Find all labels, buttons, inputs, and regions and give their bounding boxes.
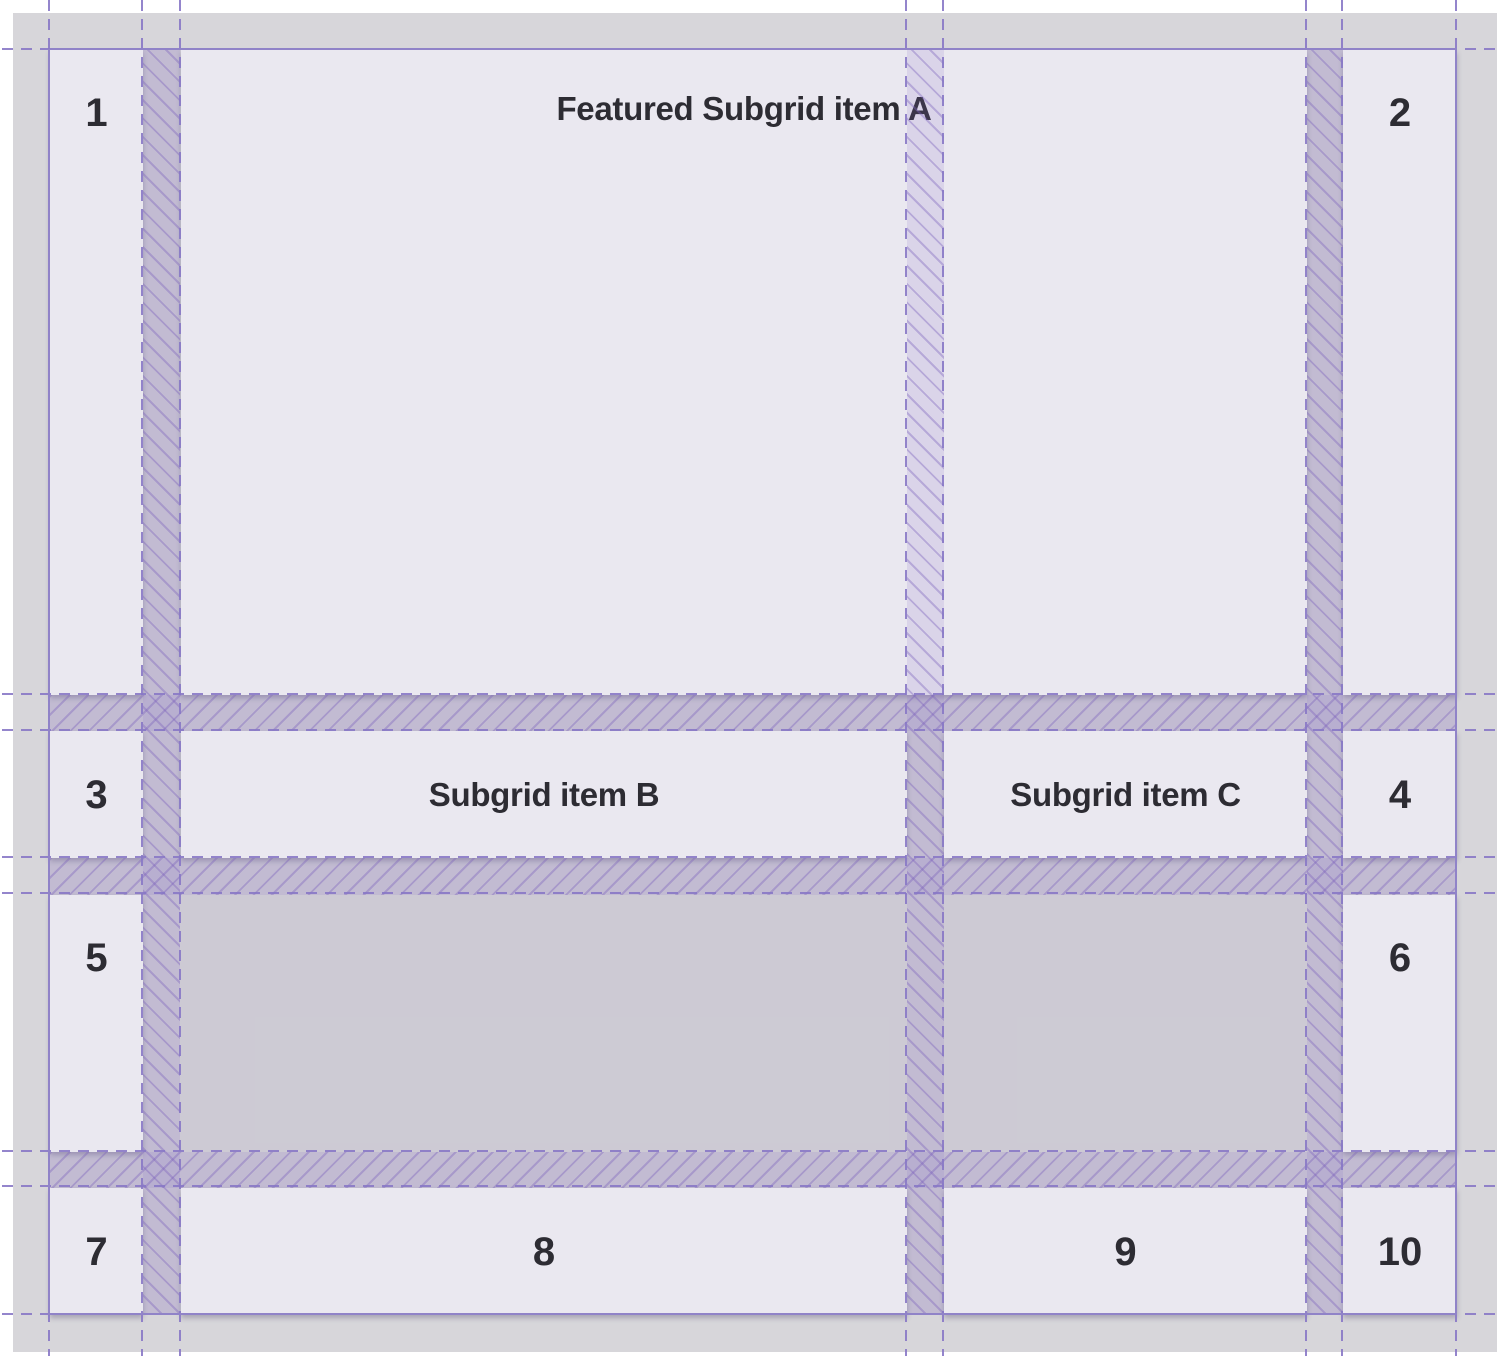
item-label: 8	[532, 1229, 556, 1274]
item-label: 5	[85, 936, 108, 980]
grid-line-dashed-horizontal	[2, 856, 1502, 858]
grid-container-border-top	[50, 48, 1457, 50]
item-label: 1	[85, 91, 108, 135]
grid-item-6: 6	[1343, 895, 1457, 1152]
column-gap-band-1	[143, 50, 180, 1315]
grid-item-5: 5	[50, 895, 143, 1152]
grid-line-dashed-horizontal	[2, 1185, 1502, 1187]
grid-container-border-bottom	[50, 1313, 1457, 1315]
grid-line-dashed-vertical	[905, 0, 907, 1356]
grid-container-border-left	[48, 50, 50, 1315]
grid-line-dashed-horizontal	[2, 1150, 1502, 1152]
item-label: 10	[1377, 1229, 1423, 1274]
grid-item-c: Subgrid item C	[944, 731, 1307, 858]
grid-item-2: 2	[1343, 50, 1457, 695]
grid-item-9: 9	[944, 1188, 1307, 1315]
item-label: 6	[1388, 936, 1412, 980]
grid-item-10: 10	[1343, 1188, 1457, 1315]
grid-line-dashed-horizontal	[2, 729, 1502, 731]
grid-line-dashed-vertical	[179, 0, 181, 1356]
grid-item-3: 3	[50, 731, 143, 858]
grid-item-b: Subgrid item B	[181, 731, 907, 858]
grid-line-dashed-vertical	[1305, 0, 1307, 1356]
grid-item-7: 7	[50, 1188, 143, 1315]
grid-line-dashed-horizontal	[2, 892, 1502, 894]
grid-item-a-featured: Featured Subgrid item A	[181, 50, 1307, 695]
item-label: Subgrid item C	[1010, 775, 1241, 813]
item-label: 2	[1388, 91, 1412, 135]
grid-item-4: 4	[1343, 731, 1457, 858]
item-label: Featured Subgrid item A	[556, 90, 932, 127]
item-label: Subgrid item B	[428, 775, 660, 813]
row-gap-band-2	[50, 858, 1457, 895]
row-gap-band-1	[50, 695, 1457, 731]
column-gap-band-2	[907, 50, 944, 1315]
item-label: 9	[1114, 1229, 1137, 1274]
item-label: 3	[85, 772, 108, 817]
grid-item-1: 1	[50, 50, 143, 695]
item-label: 7	[85, 1229, 108, 1274]
grid-line-dashed-horizontal	[2, 693, 1502, 695]
grid-line-dashed-vertical	[141, 0, 143, 1356]
grid-line-dashed-vertical	[1341, 0, 1343, 1356]
grid-container-border-right	[1455, 50, 1457, 1315]
row-gap-band-3	[50, 1152, 1457, 1188]
item-label: 4	[1388, 772, 1412, 817]
grid-line-dashed-vertical	[942, 0, 944, 1356]
grid-item-8: 8	[181, 1188, 907, 1315]
column-gap-band-3	[1307, 50, 1343, 1315]
